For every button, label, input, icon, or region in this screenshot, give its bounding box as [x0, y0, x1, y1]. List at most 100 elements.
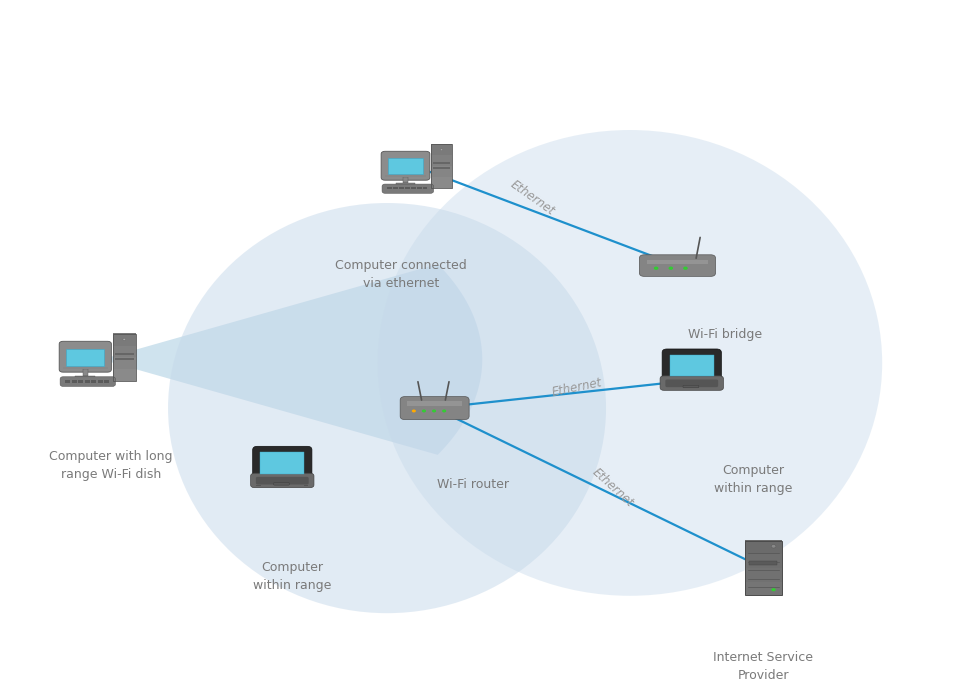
Text: Wi-Fi router: Wi-Fi router — [436, 477, 509, 491]
Circle shape — [442, 410, 446, 413]
Bar — [405, 188, 410, 189]
Text: Ethernet: Ethernet — [590, 466, 636, 510]
Ellipse shape — [168, 203, 606, 613]
Bar — [393, 188, 397, 189]
FancyBboxPatch shape — [273, 483, 289, 485]
Bar — [115, 358, 134, 359]
Bar — [85, 381, 90, 382]
FancyBboxPatch shape — [113, 333, 136, 346]
Circle shape — [683, 267, 688, 270]
FancyBboxPatch shape — [60, 377, 116, 387]
Bar — [411, 187, 415, 188]
Bar — [387, 187, 392, 188]
Bar — [83, 369, 89, 376]
Bar — [63, 367, 108, 369]
FancyBboxPatch shape — [381, 151, 430, 180]
Bar — [393, 187, 397, 188]
FancyBboxPatch shape — [662, 349, 721, 382]
Bar — [97, 381, 102, 382]
Text: Ethernet: Ethernet — [551, 376, 604, 399]
Bar — [104, 381, 109, 382]
Bar — [387, 188, 392, 189]
Circle shape — [654, 267, 658, 270]
Circle shape — [412, 410, 416, 413]
Text: Internet Service
Provider: Internet Service Provider — [713, 651, 813, 683]
FancyBboxPatch shape — [640, 255, 715, 276]
Bar — [745, 567, 782, 581]
Bar — [72, 381, 76, 382]
Bar — [745, 540, 782, 554]
Bar — [115, 352, 134, 355]
Bar — [713, 387, 718, 388]
FancyBboxPatch shape — [113, 369, 136, 381]
FancyBboxPatch shape — [683, 385, 699, 388]
Bar — [423, 188, 428, 189]
Text: Ethernet: Ethernet — [508, 178, 557, 218]
Circle shape — [432, 410, 436, 413]
FancyBboxPatch shape — [261, 452, 304, 474]
Polygon shape — [101, 264, 482, 455]
Text: Computer
within range: Computer within range — [714, 463, 793, 495]
Bar — [417, 188, 421, 189]
Circle shape — [440, 149, 443, 151]
Bar — [433, 162, 450, 164]
Bar — [75, 376, 96, 378]
Bar — [66, 381, 71, 382]
Bar — [408, 401, 462, 406]
FancyBboxPatch shape — [431, 155, 453, 166]
FancyBboxPatch shape — [670, 355, 713, 376]
FancyBboxPatch shape — [431, 165, 453, 177]
Circle shape — [772, 544, 775, 548]
Bar — [396, 184, 414, 186]
Bar — [92, 381, 96, 382]
FancyBboxPatch shape — [250, 473, 314, 488]
Circle shape — [422, 410, 426, 413]
FancyBboxPatch shape — [431, 144, 453, 156]
Bar — [411, 190, 415, 191]
Bar — [385, 175, 426, 177]
Circle shape — [668, 267, 673, 270]
Bar — [749, 561, 777, 565]
FancyBboxPatch shape — [388, 158, 423, 174]
Bar — [405, 190, 410, 191]
FancyBboxPatch shape — [253, 446, 312, 480]
Text: Wi-Fi bridge: Wi-Fi bridge — [688, 328, 762, 341]
Bar — [647, 260, 708, 264]
Bar — [304, 485, 308, 486]
FancyBboxPatch shape — [660, 376, 723, 390]
Bar — [417, 187, 421, 188]
Bar — [399, 187, 404, 188]
Bar — [745, 541, 782, 595]
Bar — [78, 381, 83, 382]
Circle shape — [123, 339, 126, 341]
FancyBboxPatch shape — [256, 477, 308, 484]
Bar — [745, 554, 782, 568]
FancyBboxPatch shape — [66, 348, 104, 366]
FancyBboxPatch shape — [666, 380, 718, 387]
Circle shape — [772, 588, 775, 591]
Bar — [423, 187, 428, 188]
Bar — [745, 581, 782, 595]
FancyBboxPatch shape — [59, 341, 112, 372]
Bar — [399, 190, 404, 191]
Ellipse shape — [377, 130, 882, 596]
Bar — [666, 387, 670, 388]
Bar — [393, 190, 397, 191]
Bar — [399, 188, 404, 189]
FancyBboxPatch shape — [113, 357, 136, 369]
FancyBboxPatch shape — [400, 396, 469, 419]
Text: Computer
within range: Computer within range — [253, 561, 331, 592]
Bar — [405, 187, 410, 188]
FancyBboxPatch shape — [382, 184, 434, 193]
Bar — [431, 144, 453, 188]
FancyBboxPatch shape — [431, 177, 453, 188]
Bar — [417, 190, 421, 191]
Text: Computer with long
range Wi-Fi dish: Computer with long range Wi-Fi dish — [49, 450, 173, 481]
Bar — [256, 485, 261, 486]
Text: Computer connected
via ethernet: Computer connected via ethernet — [335, 259, 467, 290]
Bar — [403, 177, 409, 184]
Bar — [423, 190, 428, 191]
FancyBboxPatch shape — [113, 345, 136, 357]
Bar — [411, 188, 415, 189]
Bar — [387, 190, 392, 191]
